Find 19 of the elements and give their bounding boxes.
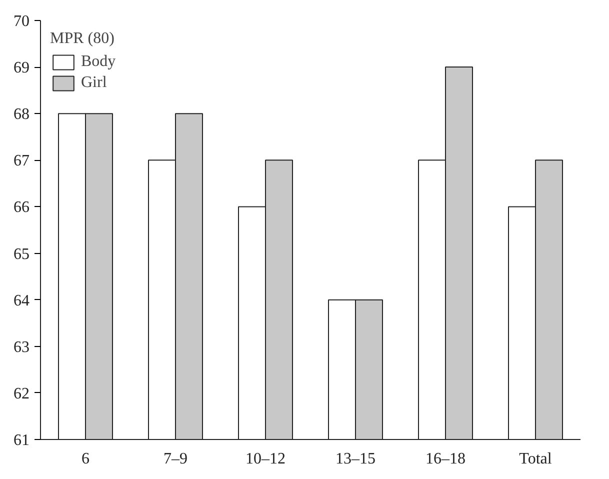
y-tick-label: 67 [14, 152, 30, 170]
x-tick-label: Total [519, 450, 552, 468]
x-tick-label: 13–15 [336, 450, 376, 468]
legend-label: Body [81, 53, 116, 71]
x-tick-label: 6 [82, 450, 90, 468]
y-tick-label: 70 [14, 13, 30, 30]
x-tick-label: 10–12 [246, 450, 286, 468]
y-tick-label: 66 [14, 199, 30, 216]
x-tick-label: 16–18 [426, 450, 466, 468]
legend-label: Girl [81, 74, 107, 92]
y-tick-label: 63 [14, 338, 30, 356]
x-tick-label: 7–9 [164, 450, 188, 468]
y-tick-label: 61 [14, 432, 30, 449]
legend-title: MPR (80) [50, 30, 116, 48]
y-tick-label: 69 [14, 60, 30, 77]
y-tick-label: 68 [14, 106, 30, 124]
y-tick-label: 64 [14, 292, 30, 310]
y-tick-label: 65 [14, 246, 30, 263]
y-tick-label: 62 [14, 385, 30, 402]
